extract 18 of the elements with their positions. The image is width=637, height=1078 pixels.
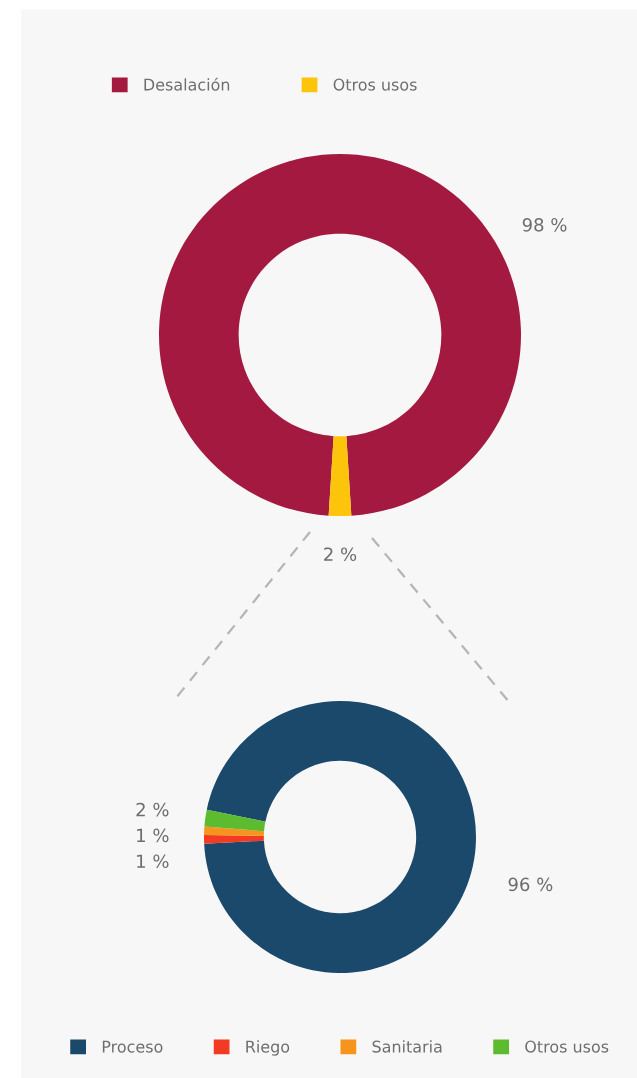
donut-slice xyxy=(328,436,352,516)
legend-label: Otros usos xyxy=(525,1040,609,1053)
legend-label: Riego xyxy=(246,1040,290,1056)
data-label: 96 % xyxy=(508,877,553,892)
donut-slice xyxy=(204,835,264,844)
legend-label: Desalación xyxy=(144,77,230,91)
legend-label: Sanitaria xyxy=(372,1040,442,1053)
donut-slice xyxy=(204,701,476,973)
data-label: 1 % xyxy=(137,828,169,843)
donut-slice xyxy=(204,809,266,832)
data-label: 2 % xyxy=(324,547,357,562)
donut-slice xyxy=(204,826,265,836)
data-label: 1 % xyxy=(137,854,169,869)
data-label: 2 % xyxy=(136,802,169,817)
data-label: 98 % xyxy=(522,217,567,232)
legend-label: Proceso xyxy=(102,1040,163,1053)
legend-label: Otros usos xyxy=(333,78,417,91)
donut-slice xyxy=(159,154,521,516)
